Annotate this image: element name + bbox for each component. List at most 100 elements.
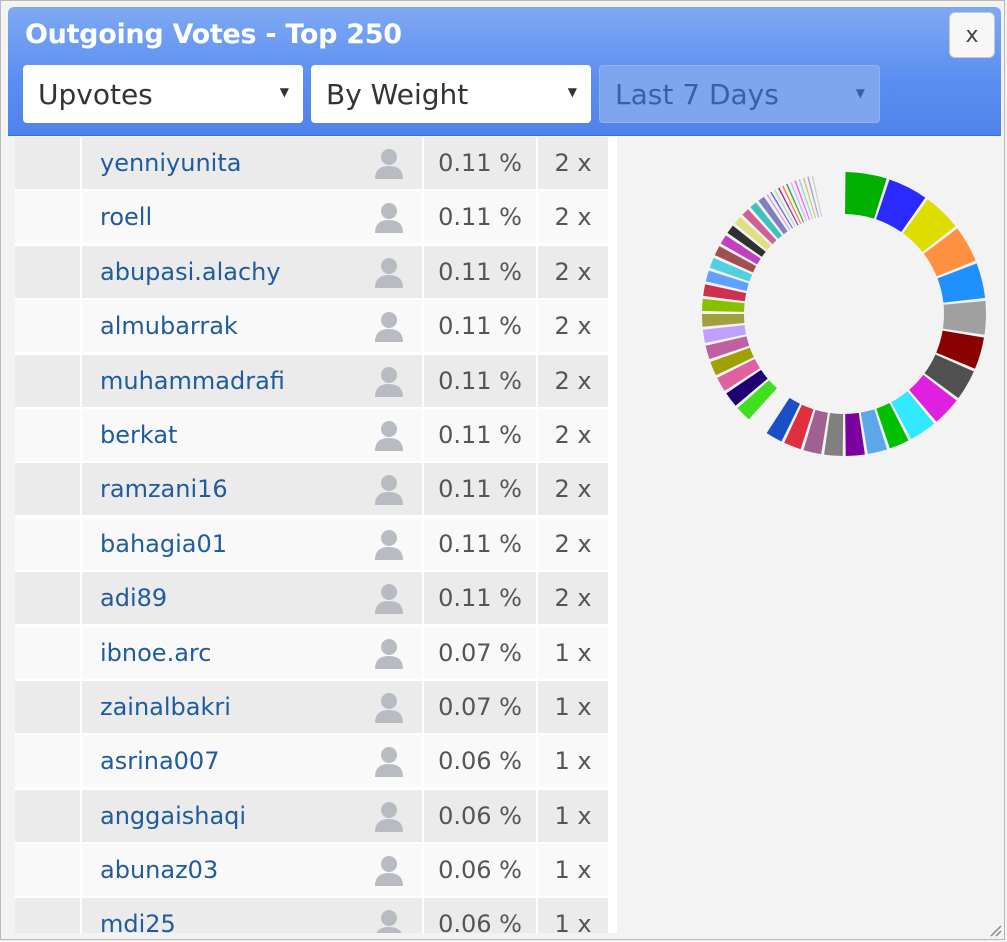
donut-slice[interactable] xyxy=(860,409,888,454)
donut-slice[interactable] xyxy=(784,404,814,450)
account-link[interactable]: asrina007 xyxy=(100,747,220,776)
donut-slice[interactable] xyxy=(798,178,814,220)
account-link[interactable]: yenniyunita xyxy=(100,149,242,177)
donut-slice[interactable] xyxy=(936,330,985,369)
time-range-select: Last 7 Days ▼ xyxy=(599,65,880,123)
user-avatar-icon xyxy=(375,529,403,560)
account-link[interactable]: berkat xyxy=(100,420,178,449)
donut-slice[interactable] xyxy=(891,391,935,440)
donut-slice[interactable] xyxy=(705,336,750,360)
donut-slice[interactable] xyxy=(937,263,986,303)
account-link[interactable]: almubarrak xyxy=(100,312,238,341)
chevron-down-icon: ▼ xyxy=(279,85,289,99)
donut-slice[interactable] xyxy=(758,196,788,235)
donut-slice[interactable] xyxy=(703,284,747,302)
name-cell: muhammadrafi xyxy=(82,354,422,407)
count-cell: 1 x xyxy=(538,626,608,679)
donut-slice[interactable] xyxy=(942,300,986,335)
donut-slice[interactable] xyxy=(802,177,817,219)
resize-grip-icon[interactable] xyxy=(988,923,1002,937)
donut-slice[interactable] xyxy=(924,354,974,399)
donut-slice[interactable] xyxy=(794,180,811,221)
user-avatar-icon xyxy=(375,638,403,669)
donut-slice[interactable] xyxy=(803,409,828,455)
percent-cell: 0.06 % xyxy=(424,735,536,788)
donut-slice[interactable] xyxy=(705,270,749,292)
account-link[interactable]: abunaz03 xyxy=(100,856,219,885)
percent-cell: 0.11 % xyxy=(424,191,536,244)
donut-slice[interactable] xyxy=(717,359,760,391)
donut-slice[interactable] xyxy=(751,389,788,432)
donut-slice[interactable] xyxy=(750,202,783,239)
donut-slice[interactable] xyxy=(782,185,802,225)
account-link[interactable]: roell xyxy=(100,203,153,232)
vote-percent: 0.11 % xyxy=(438,529,522,558)
donut-slice[interactable] xyxy=(845,412,865,456)
account-link[interactable]: muhammadrafi xyxy=(100,366,285,395)
name-cell: abupasi.alachy xyxy=(82,245,422,298)
donut-slice[interactable] xyxy=(726,369,768,406)
account-link[interactable]: ramzani16 xyxy=(100,475,228,504)
account-link[interactable]: ibnoe.arc xyxy=(100,638,212,667)
row-index-cell xyxy=(15,789,80,842)
row-index-cell xyxy=(15,844,80,897)
donut-slice[interactable] xyxy=(811,175,823,217)
donut-slice[interactable] xyxy=(734,216,772,251)
row-index-cell xyxy=(15,408,80,461)
donut-slice[interactable] xyxy=(770,191,793,229)
name-cell: roell xyxy=(82,191,422,244)
percent-cell: 0.07 % xyxy=(424,626,536,679)
donut-slice[interactable] xyxy=(737,380,777,420)
donut-slice[interactable] xyxy=(786,183,805,223)
donut-slice[interactable] xyxy=(923,228,976,277)
donut-slice[interactable] xyxy=(824,413,844,456)
order-value: By Weight xyxy=(326,77,469,111)
account-link[interactable]: anggaishaqi xyxy=(100,801,247,830)
votes-donut-chart xyxy=(702,172,986,456)
table-row: adi89 0.11 % 2 x xyxy=(15,572,617,625)
vote-type-value: Upvotes xyxy=(38,77,153,111)
count-cell: 2 x xyxy=(538,137,608,189)
donut-slice[interactable] xyxy=(766,397,800,442)
donut-slice[interactable] xyxy=(766,194,791,231)
name-cell: mdi25 xyxy=(82,898,422,933)
donut-slice[interactable] xyxy=(714,246,757,273)
close-button[interactable]: x xyxy=(949,12,995,58)
donut-slice[interactable] xyxy=(710,347,754,376)
account-link[interactable]: abupasi.alachy xyxy=(100,257,281,286)
donut-slice[interactable] xyxy=(845,172,887,219)
dialog-titlebar[interactable]: Outgoing Votes - Top 250 x Upvotes ▼ By … xyxy=(8,7,1001,136)
vote-type-select[interactable]: Upvotes ▼ xyxy=(23,65,303,123)
order-select[interactable]: By Weight ▼ xyxy=(311,65,591,123)
donut-slice[interactable] xyxy=(876,403,909,449)
donut-slice[interactable] xyxy=(876,179,926,233)
donut-slice[interactable] xyxy=(774,189,796,227)
vote-count: 2 x xyxy=(554,475,592,504)
donut-slice[interactable] xyxy=(720,235,761,265)
vote-count: 1 x xyxy=(554,910,592,933)
vote-percent: 0.11 % xyxy=(438,366,522,395)
donut-slice[interactable] xyxy=(790,182,808,222)
vote-percent: 0.11 % xyxy=(438,420,522,449)
name-cell: berkat xyxy=(82,408,422,461)
account-link[interactable]: bahagia01 xyxy=(100,529,228,558)
donut-slice[interactable] xyxy=(702,298,745,312)
user-avatar-icon xyxy=(375,203,403,234)
account-link[interactable]: mdi25 xyxy=(100,910,176,933)
donut-slice[interactable] xyxy=(778,187,799,226)
donut-slice[interactable] xyxy=(727,225,766,257)
votes-table[interactable]: yenniyunita 0.11 % 2 x roell 0.11 % 2 x abupas… xyxy=(15,137,617,933)
table-row: mdi25 0.06 % 1 x xyxy=(15,898,617,933)
donut-slice[interactable] xyxy=(702,313,745,327)
count-cell: 1 x xyxy=(538,898,608,933)
donut-slice[interactable] xyxy=(902,199,956,253)
donut-slice[interactable] xyxy=(807,176,820,218)
user-avatar-icon xyxy=(375,366,403,397)
donut-slice[interactable] xyxy=(909,374,957,422)
donut-slice[interactable] xyxy=(742,209,777,245)
donut-slice[interactable] xyxy=(702,325,747,343)
account-link[interactable]: adi89 xyxy=(100,584,168,613)
donut-slice[interactable] xyxy=(709,257,753,282)
account-link[interactable]: zainalbakri xyxy=(100,692,231,721)
